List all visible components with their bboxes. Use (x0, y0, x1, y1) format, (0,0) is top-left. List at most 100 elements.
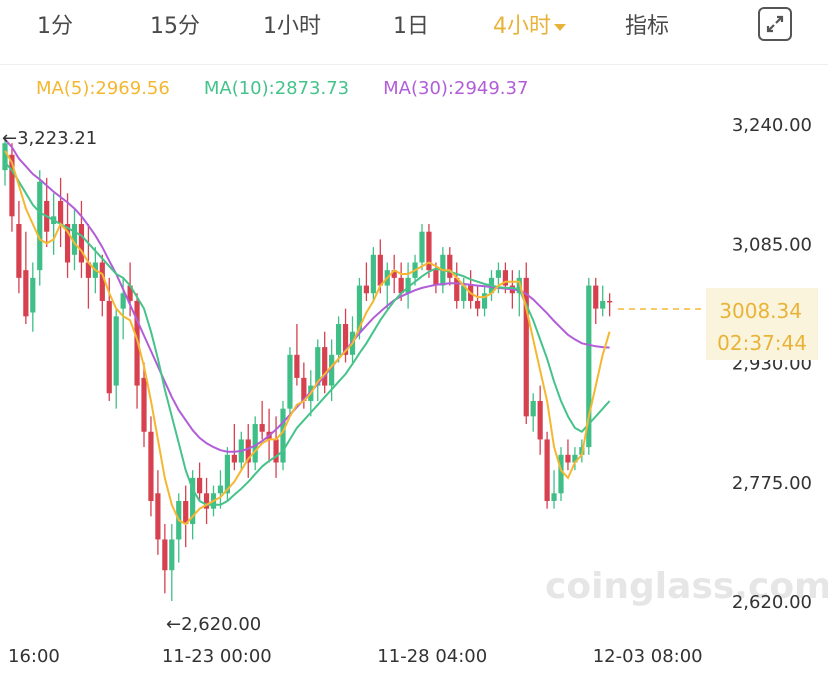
candle-body (419, 231, 425, 263)
ma5-legend: MA(5):2969.56 (36, 78, 170, 99)
candle-body (280, 408, 286, 463)
tab-1min[interactable]: 1分 (37, 8, 73, 40)
candle-body (259, 424, 265, 432)
low-annotation: ←2,620.00 (166, 614, 261, 635)
price-tag: 3008.34 02:37:44 (618, 288, 818, 360)
candle-body (203, 493, 210, 509)
tab-1day[interactable]: 1日 (393, 8, 429, 40)
candle-body (224, 454, 230, 494)
annotations: ←3,223.21 ←2,620.00 (2, 128, 261, 635)
x-tick-label: 12-03 08:00 (593, 646, 703, 667)
tab-indicators[interactable]: 指标 (625, 8, 669, 40)
ma5-line (4, 150, 611, 526)
candle-body (447, 254, 453, 278)
candle-body (426, 231, 432, 271)
candle-body (120, 293, 126, 309)
candle-body (377, 254, 383, 286)
tab-label: 1小时 (263, 14, 321, 39)
y-tick-label: 2,775.00 (732, 473, 812, 494)
candle-body (336, 324, 342, 355)
price-tag-countdown: 02:37:44 (717, 331, 807, 355)
price-tag-bg (706, 288, 818, 360)
expand-button[interactable] (758, 7, 792, 41)
candle-body (315, 347, 321, 386)
tab-label: 1日 (393, 14, 429, 39)
candle-body (405, 277, 411, 294)
candle-body (523, 277, 529, 417)
timeframe-tabbar: 1分 15分 1小时 1日 4小时 指标 (0, 0, 828, 50)
candle-body (600, 300, 606, 309)
candle-body (370, 254, 376, 294)
tab-15min[interactable]: 15分 (150, 8, 200, 40)
candle-body (363, 285, 369, 294)
candle-body (23, 270, 29, 317)
candle-body (558, 454, 564, 494)
candle-body (530, 400, 536, 417)
candle-body (356, 285, 363, 332)
y-axis: 3,240.003,085.002,930.002,775.002,620.00 (732, 115, 812, 613)
candle-body (454, 277, 460, 301)
candle-body (565, 454, 571, 463)
candles (2, 136, 613, 601)
x-axis: 16:00 11-23 00:00 11-28 04:00 12-03 08:00 (8, 646, 703, 667)
candle-body (162, 539, 168, 571)
candle-body (30, 277, 36, 313)
candle-body (197, 477, 203, 494)
moving-averages (4, 138, 611, 526)
candle-body (183, 500, 189, 525)
tab-4hour[interactable]: 4小时 (493, 8, 566, 40)
expand-icon (766, 15, 784, 33)
candle-body (231, 454, 237, 463)
y-tick-label: 3,240.00 (732, 115, 812, 136)
candle-body (537, 400, 543, 440)
candle-body (593, 285, 599, 309)
candle-body (155, 493, 161, 540)
ma10-line (4, 161, 611, 506)
candle-body (106, 300, 112, 394)
candle-body (9, 154, 15, 217)
candle-body (58, 200, 64, 225)
candle-body (85, 262, 91, 278)
candle-body (245, 439, 251, 463)
candle-body (301, 377, 307, 401)
candle-body (398, 277, 404, 294)
candle-body (148, 431, 154, 501)
candle-body (475, 300, 481, 309)
candle-body (502, 270, 508, 286)
candle-body (134, 300, 140, 386)
candle-body (342, 324, 349, 355)
candle-body (217, 485, 224, 494)
candle-body (141, 377, 147, 432)
candle-body (329, 354, 335, 386)
watermark: coinglass.com (545, 566, 828, 607)
ma-legend: MA(5):2969.56 MA(10):2873.73 MA(30):2949.3… (36, 78, 562, 99)
candle-body (572, 454, 578, 463)
y-tick-label: 3,085.00 (732, 234, 812, 255)
candle-body (190, 477, 196, 525)
tab-label: 指标 (625, 14, 670, 39)
high-annotation: ←3,223.21 (2, 128, 97, 149)
candle-body (287, 354, 293, 409)
candle-body (391, 270, 397, 278)
tab-label: 1分 (37, 14, 73, 39)
tab-label: 4小时 (493, 14, 551, 39)
ma30-legend: MA(30):2949.37 (383, 78, 529, 99)
candle-body (2, 143, 8, 171)
candle-body (294, 354, 300, 378)
candle-body (495, 270, 502, 278)
candle-body (169, 539, 175, 571)
caret-down-icon (554, 23, 566, 31)
header-divider (0, 64, 828, 65)
candle-body (64, 224, 71, 263)
candle-body (481, 293, 488, 309)
candle-body (99, 262, 105, 301)
x-tick-label: 11-23 00:00 (162, 646, 272, 667)
tab-1hour[interactable]: 1小时 (263, 8, 321, 40)
candle-body (127, 285, 133, 301)
candle-body (433, 270, 439, 286)
watermark-text: coinglass.com (545, 566, 828, 607)
candle-body (586, 285, 592, 448)
candle-body (113, 316, 119, 386)
candle-body (252, 424, 258, 463)
